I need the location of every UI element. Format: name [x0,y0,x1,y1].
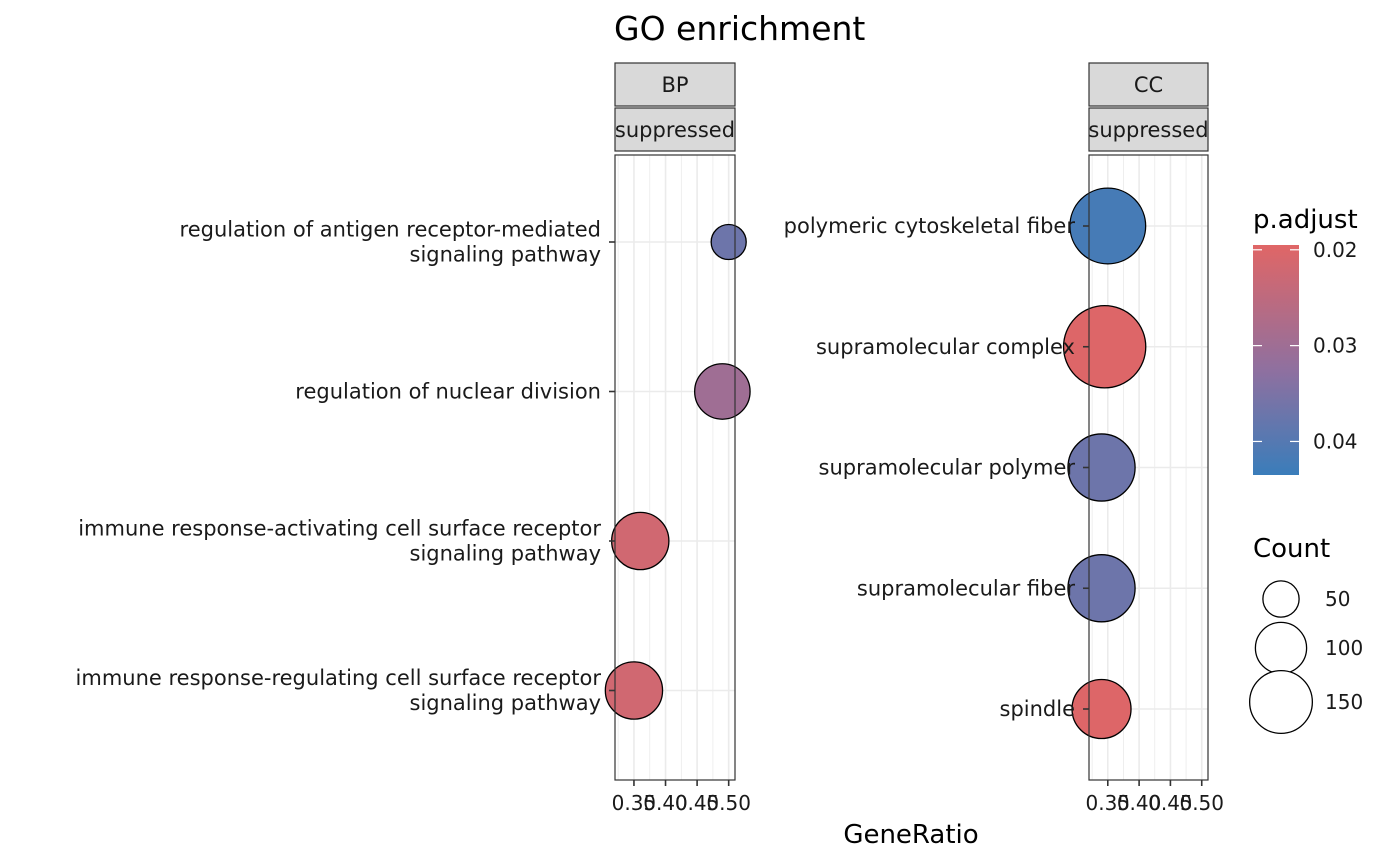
x-tick-label: 0.50 [1179,791,1224,815]
color-legend-bar [1253,245,1299,475]
size-key-label: 100 [1325,636,1363,660]
size-key-label: 150 [1325,690,1363,714]
y-tick-label: immune response-activating cell surface … [78,517,601,541]
y-tick-label: regulation of nuclear division [295,380,601,404]
facet-strip-label: suppressed [615,118,735,142]
data-point [1069,187,1147,265]
y-tick-label: supramolecular complex [816,335,1075,359]
data-point [694,363,751,420]
x-tick-label: 0.35 [612,791,657,815]
panel-border [614,154,736,781]
color-legend-title: p.adjust [1253,205,1358,235]
y-tick-label: signaling pathway [410,542,601,566]
x-tick-label: 0.45 [1148,791,1193,815]
facet-strip-0 [1088,62,1209,107]
y-tick-label: supramolecular polymer [819,456,1076,480]
points [604,223,751,720]
facet-strip-1 [614,107,736,152]
color-legend-ticks: 0.02 0.03 0.04 [1253,238,1358,453]
facet-strip-label: suppressed [1088,118,1208,142]
facet-strip-label: CC [1134,73,1163,97]
chart-title: GO enrichment [614,9,865,48]
y-tick-label: regulation of antigen receptor-mediated [180,218,601,242]
size-legend-title: Count [1253,534,1330,564]
data-point [1062,304,1147,389]
facet-strip-0 [614,62,736,107]
y-tick-label: signaling pathway [410,243,601,267]
data-point [604,661,664,720]
data-point [1067,554,1136,623]
data-point [1067,433,1136,502]
size-key-circle [1262,580,1300,618]
x-axis-title: GeneRatio [843,820,978,850]
y-tick-label: supramolecular fiber [857,576,1075,600]
x-tick-label: 0.40 [643,791,688,815]
x-tick-label: 0.50 [706,791,751,815]
data-point [710,223,747,261]
size-key-circle [1254,621,1308,675]
facet-panels: BP suppressed regulation of antigen recept… [76,62,1224,815]
y-tick-label: immune response-regulating cell surface … [76,666,602,690]
x-tick-label: 0.45 [675,791,720,815]
size-key-circle [1248,669,1314,735]
data-point [1071,678,1132,740]
y-tick-label: spindle [1000,697,1076,721]
y-tick-label: signaling pathway [410,691,601,715]
facet-panel-0: BP suppressed regulation of antigen recept… [76,62,751,815]
size-legend-keys: 50 100 150 [1248,580,1363,735]
facet-strip-1 [1088,107,1209,152]
data-point [610,511,670,571]
x-tick-label: 0.40 [1117,791,1162,815]
color-tick-label: 0.03 [1313,334,1358,358]
facet-panel-1: CC suppressed polymeric cytoskeletal fiber… [784,62,1224,815]
color-tick-label: 0.02 [1313,238,1358,262]
facet-strip-label: BP [661,73,688,97]
color-tick-label: 0.04 [1313,429,1358,453]
size-key-label: 50 [1325,587,1350,611]
x-tick-label: 0.35 [1086,791,1131,815]
legend: p.adjust 0.02 0.03 0.04 Count 50 100 150 [1248,205,1363,735]
y-tick-label: polymeric cytoskeletal fiber [784,214,1076,238]
